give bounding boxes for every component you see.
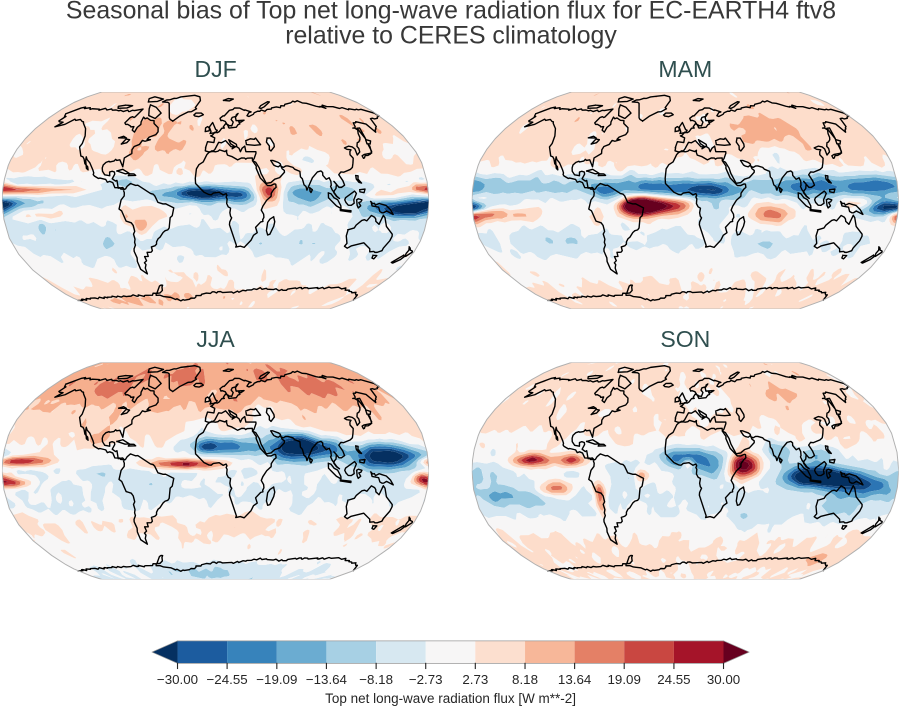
svg-text:30.00: 30.00 [707,672,740,687]
svg-text:−24.55: −24.55 [207,672,248,687]
svg-text:DJF: DJF [194,56,236,82]
svg-text:24.55: 24.55 [657,672,690,687]
svg-text:2.73: 2.73 [462,672,488,687]
svg-text:Top net long-wave radiation fl: Top net long-wave radiation flux [W m**-… [325,691,576,706]
svg-text:8.18: 8.18 [512,672,538,687]
svg-text:relative to CERES climatology: relative to CERES climatology [285,21,617,49]
svg-text:−13.64: −13.64 [306,672,348,687]
svg-text:SON: SON [660,326,710,352]
svg-text:JJA: JJA [196,326,235,352]
svg-text:−8.18: −8.18 [359,672,393,687]
svg-text:13.64: 13.64 [558,672,592,687]
svg-text:−19.09: −19.09 [256,672,297,687]
svg-text:19.09: 19.09 [608,672,641,687]
svg-text:MAM: MAM [658,56,712,82]
svg-text:−2.73: −2.73 [409,672,443,687]
svg-text:−30.00: −30.00 [157,672,198,687]
svg-text:Seasonal bias of Top net long-: Seasonal bias of Top net long-wave radia… [66,0,836,24]
